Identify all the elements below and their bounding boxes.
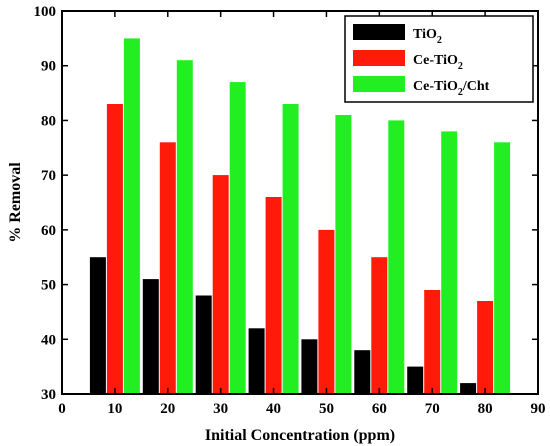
bar-ce-tio2-cht-80 [494, 142, 511, 394]
plot-frame [61, 10, 539, 395]
legend: TiO2 Ce-TiO2 Ce-TiO2/Cht [344, 15, 534, 103]
legend-label: Ce-TiO2/Cht [413, 79, 490, 98]
bar-tio2-20 [142, 279, 159, 394]
x-tick-label: 40 [266, 401, 281, 417]
legend-swatch [353, 50, 405, 66]
bar-tio2-10 [89, 257, 106, 394]
bar-ce-tio2-50 [318, 229, 335, 394]
bar-tio2-80 [460, 383, 477, 394]
bar-tio2-40 [248, 328, 265, 394]
bar-ce-tio2-cht-30 [229, 82, 246, 394]
legend-label: TiO2 [413, 27, 442, 46]
y-tick-label: 80 [41, 113, 56, 129]
bar-ce-tio2-cht-70 [441, 131, 458, 394]
y-tick-label: 100 [34, 4, 57, 20]
x-tick-label: 50 [319, 401, 334, 417]
bar-tio2-30 [195, 295, 212, 394]
bar-ce-tio2-30 [212, 175, 229, 394]
bar-ce-tio2-cht-20 [176, 60, 193, 394]
y-tick-label: 40 [41, 332, 56, 348]
ticks-layer: 0 10 20 30 40 50 60 70 80 90 30 40 50 60 70 80 90 100 [34, 4, 546, 417]
bar-tio2-70 [407, 366, 424, 394]
bar-ce-tio2-cht-40 [282, 104, 299, 394]
bar-ce-tio2-10 [106, 104, 123, 394]
bar-ce-tio2-60 [371, 257, 388, 394]
x-tick-label: 60 [372, 401, 387, 417]
y-tick-label: 70 [41, 168, 56, 184]
legend-swatch [353, 24, 405, 40]
bar-ce-tio2-20 [159, 142, 176, 394]
bar-tio2-50 [301, 339, 318, 394]
x-tick-label: 90 [531, 401, 546, 417]
y-axis-title: % Removal [7, 162, 24, 243]
bar-tio2-60 [354, 350, 371, 394]
legend-label: Ce-TiO2 [413, 53, 463, 72]
x-tick-label: 0 [58, 401, 66, 417]
bar-ce-tio2-70 [424, 290, 441, 394]
y-tick-label: 30 [41, 387, 56, 403]
bar-ce-tio2-cht-60 [388, 120, 405, 395]
y-tick-label: 50 [41, 278, 56, 294]
y-tick-label: 60 [41, 223, 56, 239]
x-tick-label: 20 [160, 401, 175, 417]
legend-swatch [353, 76, 405, 92]
bars-layer [89, 38, 511, 395]
bar-ce-tio2-cht-50 [335, 115, 352, 394]
x-tick-label: 70 [425, 401, 440, 417]
y-tick-label: 90 [41, 59, 56, 75]
x-axis-title: Initial Concentration (ppm) [205, 427, 395, 444]
bar-ce-tio2-40 [265, 197, 282, 394]
x-tick-label: 10 [107, 401, 122, 417]
x-tick-label: 80 [478, 401, 493, 417]
bar-ce-tio2-cht-10 [123, 38, 140, 395]
bar-ce-tio2-80 [477, 301, 494, 394]
x-tick-label: 30 [213, 401, 228, 417]
